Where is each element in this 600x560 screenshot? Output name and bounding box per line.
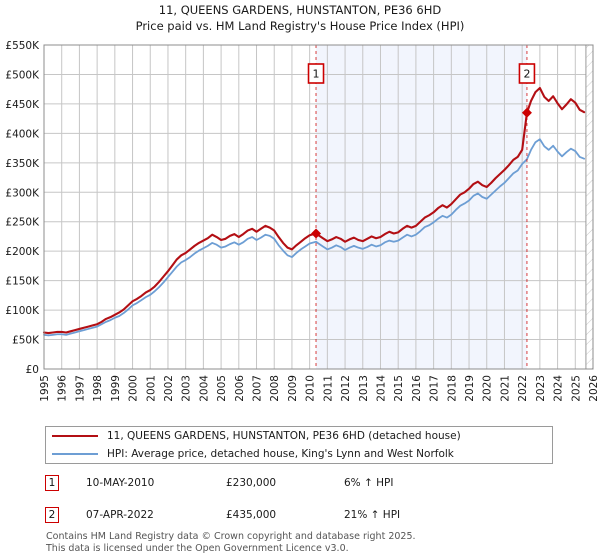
svg-text:2012: 2012	[340, 375, 352, 402]
chart-title-block: 11, QUEENS GARDENS, HUNSTANTON, PE36 6HD…	[0, 2, 600, 34]
sale-record-row: 2 07-APR-2022 £435,000 21% ↑ HPI	[45, 505, 555, 525]
svg-text:£550K: £550K	[5, 40, 40, 52]
svg-text:2000: 2000	[128, 375, 140, 402]
svg-text:2025: 2025	[570, 375, 582, 402]
svg-text:1: 1	[313, 68, 320, 81]
svg-text:2022: 2022	[517, 375, 529, 402]
svg-text:£250K: £250K	[5, 217, 40, 229]
svg-text:1996: 1996	[57, 375, 69, 402]
hpi-line-chart: 1 2 £0 £50K £100K £150K £200K £250K £300K £350K £4…	[5, 40, 600, 402]
svg-text:2007: 2007	[252, 375, 264, 402]
svg-text:2026: 2026	[588, 375, 600, 402]
legend-item-property: 11, QUEENS GARDENS, HUNSTANTON, PE36 6HD…	[46, 427, 552, 445]
svg-text:2005: 2005	[216, 375, 228, 402]
page-title: 11, QUEENS GARDENS, HUNSTANTON, PE36 6HD	[158, 3, 442, 17]
svg-text:1997: 1997	[74, 375, 86, 402]
sale-price: £230,000	[226, 477, 277, 489]
svg-text:2003: 2003	[181, 375, 193, 402]
sale-hpi-delta: 21% ↑ HPI	[344, 509, 401, 521]
svg-text:2010: 2010	[305, 375, 317, 402]
sale-index-badge: 2	[45, 507, 59, 523]
svg-text:£0: £0	[26, 364, 39, 376]
svg-text:2020: 2020	[482, 375, 494, 402]
svg-text:1995: 1995	[39, 375, 51, 402]
svg-text:2008: 2008	[269, 375, 281, 402]
footer-licence-line: This data is licensed under the Open Gov…	[46, 542, 349, 554]
svg-text:2001: 2001	[145, 375, 157, 402]
svg-text:1998: 1998	[92, 375, 104, 402]
svg-text:£400K: £400K	[5, 128, 40, 140]
svg-text:2021: 2021	[499, 375, 511, 402]
sale-date: 10-MAY-2010	[86, 477, 155, 489]
legend-swatch-property	[52, 435, 98, 437]
legend-label-hpi: HPI: Average price, detached house, King…	[107, 448, 454, 460]
svg-text:£350K: £350K	[5, 158, 40, 170]
svg-text:£100K: £100K	[5, 305, 40, 317]
svg-text:£150K: £150K	[5, 276, 40, 288]
svg-text:£450K: £450K	[5, 99, 40, 111]
svg-text:2006: 2006	[234, 375, 246, 402]
svg-text:2002: 2002	[163, 375, 175, 402]
svg-text:2019: 2019	[464, 375, 476, 402]
svg-text:2018: 2018	[446, 375, 458, 402]
svg-text:2017: 2017	[429, 375, 441, 402]
sale-index-badge: 1	[45, 475, 59, 491]
svg-text:2009: 2009	[287, 375, 299, 402]
footer-copyright-line: Contains HM Land Registry data © Crown c…	[46, 531, 416, 542]
svg-text:£300K: £300K	[5, 187, 40, 199]
svg-text:2015: 2015	[393, 375, 405, 402]
svg-text:2024: 2024	[553, 375, 565, 402]
svg-text:2: 2	[523, 68, 530, 81]
svg-text:£50K: £50K	[12, 335, 40, 347]
legend-label-property: 11, QUEENS GARDENS, HUNSTANTON, PE36 6HD…	[107, 430, 461, 442]
legend-swatch-hpi	[52, 453, 98, 455]
svg-text:2023: 2023	[535, 375, 547, 402]
svg-text:£500K: £500K	[5, 69, 40, 81]
svg-text:2011: 2011	[322, 375, 334, 402]
legend-item-hpi: HPI: Average price, detached house, King…	[46, 445, 552, 463]
svg-text:2013: 2013	[358, 375, 370, 402]
sale-record-row: 1 10-MAY-2010 £230,000 6% ↑ HPI	[45, 473, 555, 493]
svg-text:2014: 2014	[375, 375, 387, 402]
chart-legend: 11, QUEENS GARDENS, HUNSTANTON, PE36 6HD…	[45, 426, 553, 464]
svg-text:2004: 2004	[198, 375, 210, 402]
sale-price: £435,000	[226, 509, 277, 521]
svg-text:£200K: £200K	[5, 246, 40, 258]
sale-date: 07-APR-2022	[86, 509, 154, 521]
attribution-footer: Contains HM Land Registry data © Crown c…	[46, 531, 586, 554]
sale-hpi-delta: 6% ↑ HPI	[344, 477, 394, 489]
svg-text:2016: 2016	[411, 375, 423, 402]
svg-text:1999: 1999	[110, 375, 122, 402]
page-subtitle: Price paid vs. HM Land Registry's House …	[135, 19, 465, 33]
